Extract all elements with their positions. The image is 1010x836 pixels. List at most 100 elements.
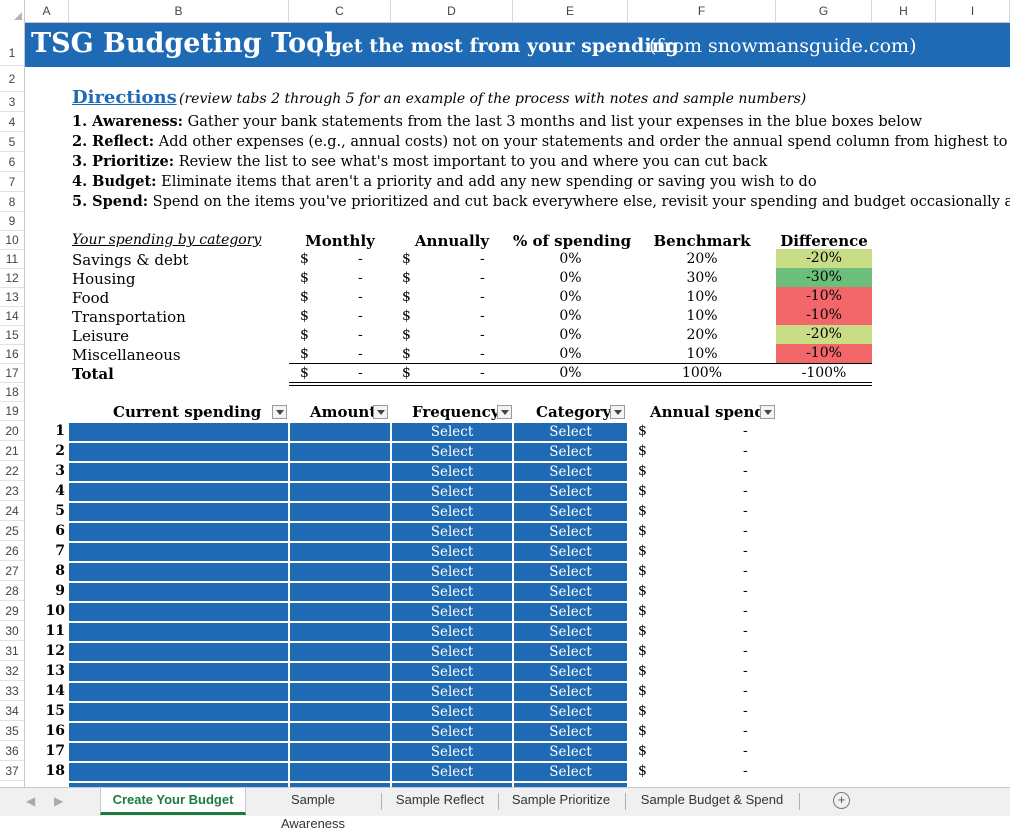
row-header[interactable]: 24 xyxy=(0,501,24,521)
tab-sample-budget-spend[interactable]: Sample Budget & Spend xyxy=(640,792,784,807)
category-select[interactable]: Select xyxy=(514,543,627,561)
row-header[interactable]: 27 xyxy=(0,561,24,581)
row-header[interactable]: 17 xyxy=(0,364,24,383)
frequency-select[interactable]: Select xyxy=(392,543,512,561)
row-header[interactable]: 20 xyxy=(0,421,24,441)
row-header[interactable]: 1 xyxy=(0,22,24,66)
frequency-select[interactable] xyxy=(392,783,512,787)
row-header[interactable]: 5 xyxy=(0,132,24,152)
amount-filter-button[interactable] xyxy=(373,405,388,419)
amount-cell[interactable] xyxy=(290,743,390,761)
col-header-h[interactable]: H xyxy=(872,0,936,22)
row-header[interactable]: 21 xyxy=(0,441,24,461)
frequency-select[interactable]: Select xyxy=(392,763,512,781)
category-select[interactable]: Select xyxy=(514,523,627,541)
amount-cell[interactable] xyxy=(290,523,390,541)
tab-scroll-left-icon[interactable]: ◀ xyxy=(26,794,36,808)
frequency-select[interactable]: Select xyxy=(392,683,512,701)
add-sheet-plus-icon[interactable]: + xyxy=(833,792,850,809)
frequency-select[interactable]: Select xyxy=(392,663,512,681)
col-header-f[interactable]: F xyxy=(628,0,776,22)
row-header[interactable]: 7 xyxy=(0,172,24,192)
row-header[interactable]: 4 xyxy=(0,112,24,132)
frequency-select[interactable]: Select xyxy=(392,703,512,721)
current-spending-cell[interactable] xyxy=(69,543,288,561)
category-select[interactable]: Select xyxy=(514,623,627,641)
category-select[interactable] xyxy=(514,783,627,787)
row-header[interactable]: 2 xyxy=(0,66,24,92)
col-header-a[interactable]: A xyxy=(25,0,69,22)
current-spending-cell[interactable] xyxy=(69,443,288,461)
frequency-select[interactable]: Select xyxy=(392,623,512,641)
row-header[interactable]: 15 xyxy=(0,326,24,345)
row-header[interactable]: 8 xyxy=(0,192,24,212)
current-spending-cell[interactable] xyxy=(69,743,288,761)
category-select[interactable]: Select xyxy=(514,463,627,481)
row-header[interactable]: 32 xyxy=(0,661,24,681)
frequency-filter-button[interactable] xyxy=(497,405,512,419)
amount-cell[interactable] xyxy=(290,703,390,721)
tab-sample-awareness[interactable]: Sample Awareness xyxy=(280,792,346,831)
category-select[interactable]: Select xyxy=(514,503,627,521)
col-header-i[interactable]: I xyxy=(936,0,1010,22)
current-spending-cell[interactable] xyxy=(69,723,288,741)
current-spending-cell[interactable] xyxy=(69,643,288,661)
amount-cell[interactable] xyxy=(290,603,390,621)
frequency-select[interactable]: Select xyxy=(392,523,512,541)
frequency-select[interactable]: Select xyxy=(392,723,512,741)
amount-cell[interactable] xyxy=(290,623,390,641)
row-header[interactable]: 6 xyxy=(0,152,24,172)
current-spending-cell[interactable] xyxy=(69,663,288,681)
row-header[interactable]: 31 xyxy=(0,641,24,661)
row-header[interactable]: 23 xyxy=(0,481,24,501)
category-select[interactable]: Select xyxy=(514,443,627,461)
amount-cell[interactable] xyxy=(290,763,390,781)
current-spending-cell[interactable] xyxy=(69,763,288,781)
row-header[interactable]: 22 xyxy=(0,461,24,481)
current-spending-cell[interactable] xyxy=(69,503,288,521)
row-header[interactable]: 9 xyxy=(0,212,24,231)
category-select[interactable]: Select xyxy=(514,563,627,581)
tab-scroll-right-icon[interactable]: ▶ xyxy=(54,794,64,808)
tab-create-your-budget[interactable]: Create Your Budget xyxy=(100,788,246,815)
row-header[interactable]: 36 xyxy=(0,741,24,761)
category-select[interactable]: Select xyxy=(514,723,627,741)
row-header[interactable]: 30 xyxy=(0,621,24,641)
frequency-select[interactable]: Select xyxy=(392,643,512,661)
amount-cell[interactable] xyxy=(290,783,390,787)
amount-cell[interactable] xyxy=(290,443,390,461)
annual-spend-filter-button[interactable] xyxy=(760,405,775,419)
row-header[interactable]: 14 xyxy=(0,307,24,326)
category-select[interactable]: Select xyxy=(514,743,627,761)
frequency-select[interactable]: Select xyxy=(392,443,512,461)
amount-cell[interactable] xyxy=(290,663,390,681)
row-header[interactable]: 34 xyxy=(0,701,24,721)
current-spending-cell[interactable] xyxy=(69,783,288,787)
row-header[interactable]: 28 xyxy=(0,581,24,601)
current-spending-cell[interactable] xyxy=(69,523,288,541)
category-select[interactable]: Select xyxy=(514,703,627,721)
frequency-select[interactable]: Select xyxy=(392,503,512,521)
category-select[interactable]: Select xyxy=(514,483,627,501)
current-spending-cell[interactable] xyxy=(69,563,288,581)
category-select[interactable]: Select xyxy=(514,583,627,601)
row-header[interactable]: 25 xyxy=(0,521,24,541)
row-header[interactable]: 11 xyxy=(0,250,24,269)
current-spending-cell[interactable] xyxy=(69,603,288,621)
amount-cell[interactable] xyxy=(290,643,390,661)
row-header[interactable]: 10 xyxy=(0,231,24,250)
amount-cell[interactable] xyxy=(290,683,390,701)
frequency-select[interactable]: Select xyxy=(392,743,512,761)
current-spending-cell[interactable] xyxy=(69,623,288,641)
category-select[interactable]: Select xyxy=(514,423,627,441)
current-spending-filter-button[interactable] xyxy=(272,405,287,419)
col-header-e[interactable]: E xyxy=(513,0,628,22)
frequency-select[interactable]: Select xyxy=(392,563,512,581)
amount-cell[interactable] xyxy=(290,503,390,521)
tab-sample-prioritize[interactable]: Sample Prioritize xyxy=(511,792,611,807)
amount-cell[interactable] xyxy=(290,723,390,741)
frequency-select[interactable]: Select xyxy=(392,423,512,441)
tab-sample-reflect[interactable]: Sample Reflect xyxy=(395,792,485,807)
current-spending-cell[interactable] xyxy=(69,583,288,601)
col-header-g[interactable]: G xyxy=(776,0,872,22)
